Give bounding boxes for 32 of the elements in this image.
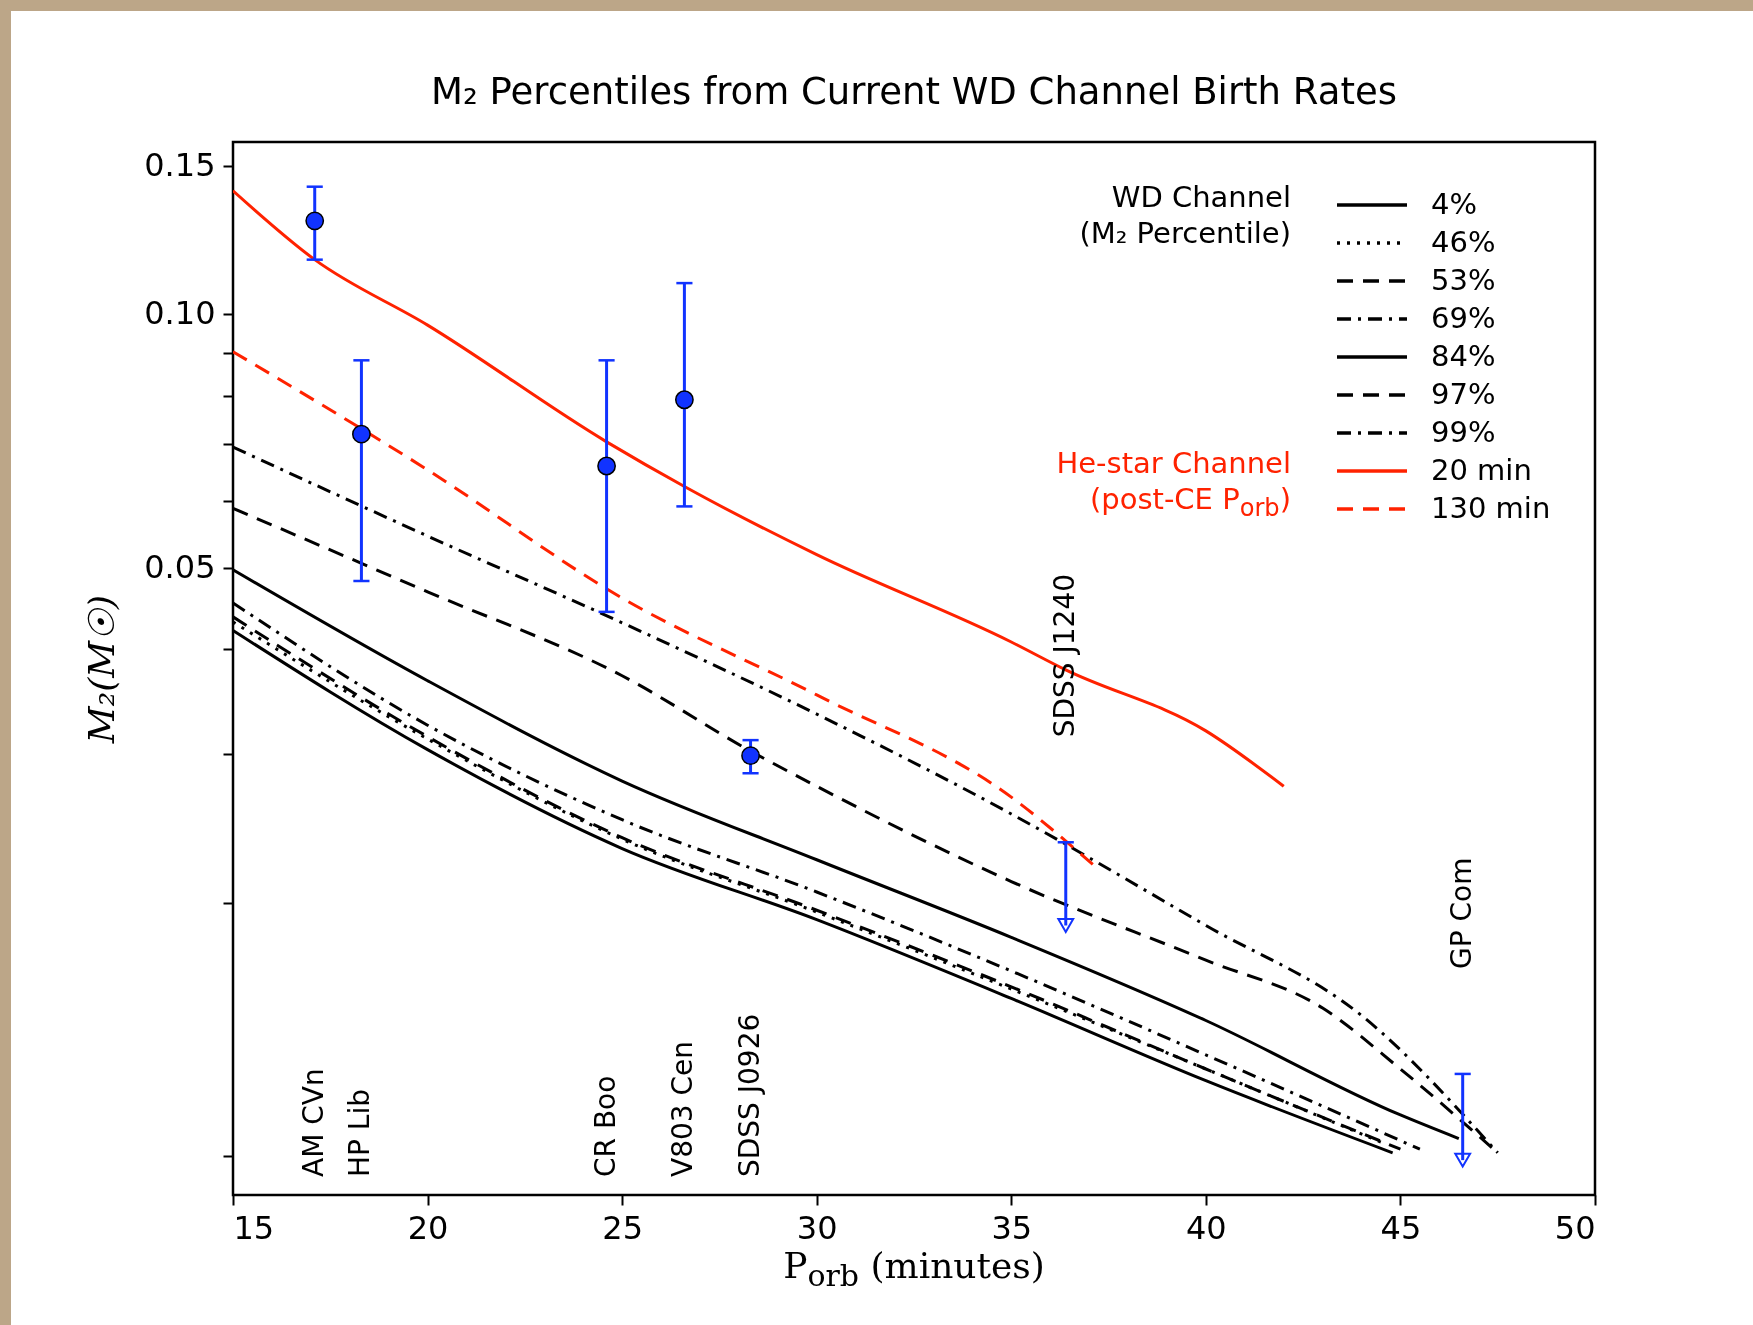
legend-label: 99% xyxy=(1431,415,1496,449)
x-tick-label: 40 xyxy=(1186,1208,1227,1247)
annotation: SDSS J1240 xyxy=(1047,573,1081,738)
annotation: AM CVn xyxy=(296,1068,330,1177)
y-axis-title: M₂(M☉) xyxy=(81,594,123,745)
x-tick-label: 45 xyxy=(1380,1208,1422,1247)
x-tick-label: 15 xyxy=(233,1208,275,1247)
chart-title: M₂ Percentiles from Current WD Channel Birth Rates xyxy=(431,70,1397,113)
y-tick-label: 0.05 xyxy=(144,548,216,587)
legend-label: 97% xyxy=(1431,377,1496,411)
x-axis-title: P$_{orb}$ (minutes) xyxy=(783,1245,1045,1294)
legend-label: 4% xyxy=(1431,187,1478,221)
x-tick-label: 25 xyxy=(602,1208,643,1247)
legend-label: 69% xyxy=(1431,301,1496,335)
annotation: WD Channel (M₂ Percentile) xyxy=(1079,179,1291,251)
legend-label: 130 min xyxy=(1431,491,1551,525)
annotation: HP Lib xyxy=(343,1089,377,1177)
legend-label: 20 min xyxy=(1431,453,1532,487)
legend-label: 84% xyxy=(1431,339,1496,373)
annotation: He-star Channel (post-CE P$_{orb}$) xyxy=(1056,445,1291,524)
x-tick-label: 50 xyxy=(1554,1208,1596,1247)
x-tick-label: 20 xyxy=(407,1208,449,1247)
annotation: SDSS J0926 xyxy=(732,1013,766,1177)
legend-label: 46% xyxy=(1431,225,1496,259)
annotation: GP Com xyxy=(1444,857,1478,969)
y-tick-label: 0.15 xyxy=(144,146,216,185)
x-tick-label: 30 xyxy=(796,1208,838,1247)
annotation: V803 Cen xyxy=(666,1040,700,1177)
x-tick-label: 35 xyxy=(991,1208,1033,1247)
annotation: CR Boo xyxy=(588,1075,622,1177)
legend-label: 53% xyxy=(1431,263,1496,297)
y-tick-label: 0.10 xyxy=(144,294,216,333)
